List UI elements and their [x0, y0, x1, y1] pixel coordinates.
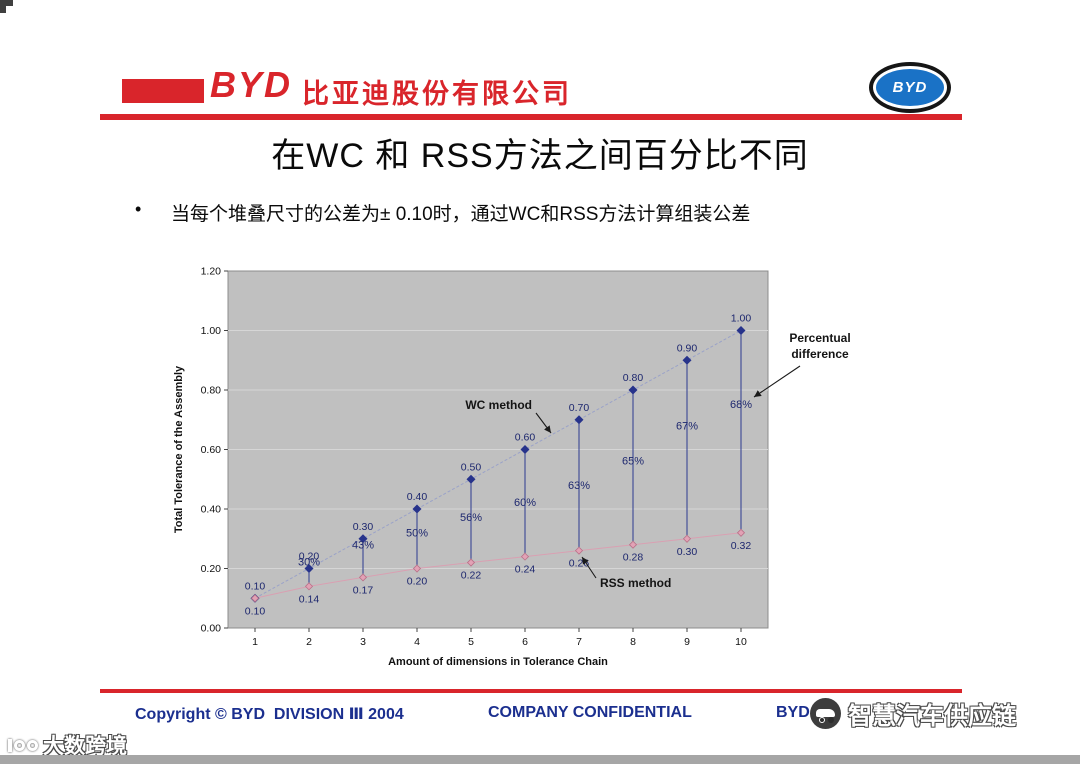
svg-text:63%: 63%: [568, 480, 590, 492]
watermark-supply-chain-text: 智慧汽车供应链: [848, 703, 1016, 730]
watermark-supply-chain: 智慧汽车供应链: [810, 696, 1016, 731]
svg-text:50%: 50%: [406, 528, 428, 540]
svg-text:7: 7: [576, 636, 582, 648]
svg-text:0.80: 0.80: [623, 372, 644, 384]
footer-copyright: Copyright © BYD DIVISION Ⅲ 2004: [135, 706, 404, 723]
wc-line: [254, 330, 742, 599]
car-logo-icon: [810, 698, 841, 729]
footer-confidential: COMPANY CONFIDENTIAL: [488, 704, 692, 721]
svg-text:0.32: 0.32: [731, 540, 752, 552]
svg-text:0.70: 0.70: [569, 402, 590, 414]
svg-text:0.50: 0.50: [461, 461, 482, 473]
svg-text:6: 6: [522, 636, 528, 648]
svg-text:0.20: 0.20: [299, 551, 320, 563]
svg-text:0.28: 0.28: [623, 552, 644, 564]
svg-text:0.60: 0.60: [515, 432, 536, 444]
header-divider: [100, 114, 962, 120]
svg-text:0.24: 0.24: [515, 564, 536, 576]
x-axis-label: Amount of dimensions in Tolerance Chain: [388, 656, 608, 668]
svg-text:1: 1: [252, 636, 258, 648]
wc-method-label: WC method: [465, 398, 532, 412]
byd-oval-inner: BYD: [876, 69, 944, 106]
tolerance-chart: 0.00 0.20 0.40 0.60 0.80 1.00 1.20 1 2 3 4 5 6 7 8 9 10 A…: [168, 256, 868, 676]
bullet-item: • 当每个堆叠尺寸的公差为± 0.10时，通过WC和RSS方法计算组装公差: [135, 199, 750, 226]
svg-text:3: 3: [360, 636, 366, 648]
bottom-strip: [0, 755, 1080, 764]
footer-byd: BYD: [776, 704, 810, 721]
percentual-difference-label: Percentual: [789, 331, 850, 345]
svg-text:68%: 68%: [730, 399, 752, 411]
svg-text:0.60: 0.60: [201, 444, 222, 456]
svg-text:0.30: 0.30: [353, 521, 374, 533]
svg-text:56%: 56%: [460, 512, 482, 524]
chart-svg: 0.00 0.20 0.40 0.60 0.80 1.00 1.20 1 2 3 4 5 6 7 8 9 10 A…: [173, 266, 851, 669]
svg-text:0.30: 0.30: [677, 546, 698, 558]
byd-oval-text: BYD: [892, 79, 928, 96]
bullet-text: 当每个堆叠尺寸的公差为± 0.10时，通过WC和RSS方法计算组装公差: [171, 204, 751, 225]
svg-text:0.14: 0.14: [299, 593, 320, 605]
svg-text:1.00: 1.00: [201, 325, 222, 337]
svg-text:2: 2: [306, 636, 312, 648]
watermark-dashu-text: 大数跨境: [43, 735, 127, 758]
byd-logo-block: [122, 79, 204, 103]
rss-line: [254, 532, 742, 599]
percent-labels: 30% 43% 50% 56% 60% 63% 65% 67% 68%: [298, 399, 752, 569]
svg-text:60%: 60%: [514, 497, 536, 509]
svg-text:9: 9: [684, 636, 690, 648]
svg-text:1.00: 1.00: [731, 313, 752, 325]
svg-text:0.22: 0.22: [461, 570, 482, 582]
svg-text:0.40: 0.40: [201, 504, 222, 516]
svg-text:10: 10: [735, 636, 747, 648]
svg-text:0.10: 0.10: [245, 580, 266, 592]
svg-text:5: 5: [468, 636, 474, 648]
svg-text:67%: 67%: [676, 421, 698, 433]
wc-arrow: [535, 412, 552, 434]
company-name: 比亚迪股份有限公司: [302, 79, 572, 109]
svg-text:0.00: 0.00: [201, 623, 222, 635]
annotations: WC method RSS method Percentual difference: [465, 331, 850, 590]
page-title: 在WC 和 RSS方法之间百分比不同: [271, 137, 809, 175]
svg-text:0.20: 0.20: [407, 576, 428, 588]
svg-text:0.20: 0.20: [201, 563, 222, 575]
percentual-arrow: [753, 365, 801, 398]
byd-logo-text: BYD: [210, 64, 293, 105]
svg-text:1.20: 1.20: [201, 266, 222, 278]
watermark-dashu: 大数跨境: [8, 730, 127, 760]
corner-mark: [0, 0, 13, 13]
svg-text:0.90: 0.90: [677, 342, 698, 354]
x-axis: 1 2 3 4 5 6 7 8 9 10 Amount of dimensions in Toler…: [252, 628, 747, 668]
svg-text:43%: 43%: [352, 540, 374, 552]
wc-series: 0.10 0.20 0.30 0.40 0.50 0.60 0.70 0.80 0.90 1.00: [245, 313, 752, 603]
svg-text:0.80: 0.80: [201, 385, 222, 397]
svg-text:0.10: 0.10: [245, 605, 266, 617]
y-axis: 0.00 0.20 0.40 0.60 0.80 1.00 1.20: [201, 266, 768, 635]
byd-oval-logo: BYD: [869, 62, 951, 113]
svg-text:0.40: 0.40: [407, 491, 428, 503]
svg-text:0.17: 0.17: [353, 584, 374, 596]
dashu-logo-icon: [8, 738, 38, 752]
rss-arrow: [581, 556, 597, 579]
y-axis-label: Total Tolerance of the Assembly: [173, 365, 185, 533]
svg-text:30%: 30%: [298, 557, 320, 569]
bullet-marker: •: [135, 199, 142, 219]
rss-method-label: RSS method: [600, 576, 671, 590]
svg-text:8: 8: [630, 636, 636, 648]
svg-text:4: 4: [414, 636, 420, 648]
footer-divider: [100, 689, 962, 693]
svg-text:65%: 65%: [622, 455, 644, 467]
svg-text:difference: difference: [791, 347, 849, 361]
